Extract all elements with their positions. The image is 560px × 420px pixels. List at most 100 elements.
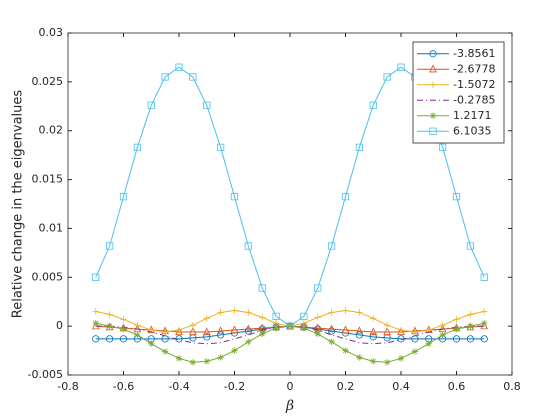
marker bbox=[189, 321, 197, 329]
legend-label: -1.5072 bbox=[453, 78, 495, 91]
marker bbox=[161, 73, 169, 81]
marker bbox=[106, 335, 114, 343]
marker bbox=[411, 328, 419, 336]
legend-label: 6.1035 bbox=[453, 124, 492, 137]
marker bbox=[467, 311, 474, 318]
marker bbox=[425, 340, 432, 347]
marker bbox=[355, 326, 364, 335]
marker bbox=[147, 101, 155, 109]
marker bbox=[429, 50, 437, 58]
marker bbox=[397, 63, 405, 71]
marker bbox=[203, 101, 211, 109]
marker bbox=[92, 320, 99, 327]
marker bbox=[466, 335, 474, 343]
marker bbox=[453, 316, 460, 323]
marker bbox=[383, 327, 391, 336]
marker bbox=[161, 328, 169, 336]
y-tick-label: 0.015 bbox=[32, 173, 64, 186]
marker bbox=[217, 143, 225, 151]
y-tick-label: 0.01 bbox=[39, 221, 64, 234]
legend-label: -0.2785 bbox=[453, 93, 495, 106]
marker bbox=[119, 335, 128, 343]
marker bbox=[106, 311, 113, 318]
y-tick-label: 0 bbox=[56, 319, 63, 332]
x-tick-label: 0 bbox=[287, 380, 294, 393]
marker bbox=[272, 324, 280, 332]
marker bbox=[161, 348, 169, 355]
marker bbox=[466, 242, 474, 250]
x-tick-label: 0.6 bbox=[448, 380, 466, 393]
marker bbox=[175, 326, 183, 334]
marker bbox=[370, 358, 377, 365]
marker bbox=[439, 331, 446, 339]
marker bbox=[439, 143, 447, 151]
marker bbox=[272, 312, 280, 320]
marker bbox=[133, 143, 141, 151]
marker bbox=[314, 330, 321, 338]
marker bbox=[189, 327, 197, 336]
legend-label: 1.2171 bbox=[453, 109, 492, 122]
marker bbox=[328, 309, 335, 316]
marker bbox=[92, 335, 100, 343]
marker bbox=[203, 358, 210, 365]
marker bbox=[106, 322, 113, 330]
marker bbox=[258, 284, 266, 292]
marker bbox=[175, 63, 183, 71]
marker bbox=[203, 315, 210, 322]
marker bbox=[439, 321, 446, 329]
marker bbox=[429, 112, 437, 119]
marker bbox=[369, 101, 377, 109]
marker bbox=[397, 326, 405, 334]
x-tick-label: -0.8 bbox=[57, 380, 78, 393]
y-axis-label: Relative change in the eigenvalues bbox=[11, 90, 26, 319]
marker bbox=[356, 354, 363, 361]
marker bbox=[327, 324, 336, 333]
marker bbox=[134, 331, 141, 339]
y-tick-label: 0.005 bbox=[32, 270, 64, 283]
marker bbox=[245, 309, 252, 316]
marker bbox=[217, 309, 224, 316]
marker bbox=[356, 309, 363, 316]
marker bbox=[328, 338, 335, 345]
marker bbox=[92, 308, 99, 315]
marker bbox=[230, 193, 239, 201]
marker bbox=[480, 273, 488, 281]
marker bbox=[355, 143, 363, 151]
marker bbox=[216, 326, 225, 335]
marker bbox=[383, 359, 391, 366]
legend: -3.8561 -2.6778 -1.5072 -0.2785 1.2171 6.1035 bbox=[412, 41, 505, 144]
marker bbox=[481, 320, 488, 327]
marker bbox=[429, 127, 437, 135]
x-tick-label: 0.4 bbox=[392, 380, 410, 393]
x-axis-label: β bbox=[285, 398, 294, 414]
marker bbox=[202, 327, 211, 336]
marker bbox=[397, 355, 405, 362]
marker bbox=[342, 347, 349, 354]
marker bbox=[244, 324, 253, 333]
y-tick-label: 0.025 bbox=[32, 75, 64, 88]
marker bbox=[300, 324, 308, 332]
legend-label: -2.6778 bbox=[453, 62, 495, 75]
marker bbox=[189, 359, 197, 366]
marker bbox=[370, 315, 377, 322]
x-tick-label: 0.8 bbox=[503, 380, 521, 393]
marker bbox=[411, 348, 419, 355]
x-tick-label: -0.6 bbox=[113, 380, 134, 393]
x-tick-label: 0.2 bbox=[337, 380, 355, 393]
marker bbox=[106, 242, 114, 250]
marker bbox=[342, 307, 349, 314]
marker bbox=[189, 73, 197, 81]
marker bbox=[467, 322, 474, 330]
marker bbox=[481, 308, 488, 315]
marker bbox=[120, 316, 127, 323]
marker bbox=[203, 333, 211, 341]
marker bbox=[383, 321, 391, 329]
y-tick-label: -0.005 bbox=[28, 368, 63, 381]
marker bbox=[314, 314, 321, 321]
marker bbox=[300, 312, 308, 320]
marker bbox=[452, 335, 461, 343]
marker bbox=[286, 322, 294, 330]
legend-box bbox=[412, 41, 505, 144]
marker bbox=[259, 314, 266, 321]
